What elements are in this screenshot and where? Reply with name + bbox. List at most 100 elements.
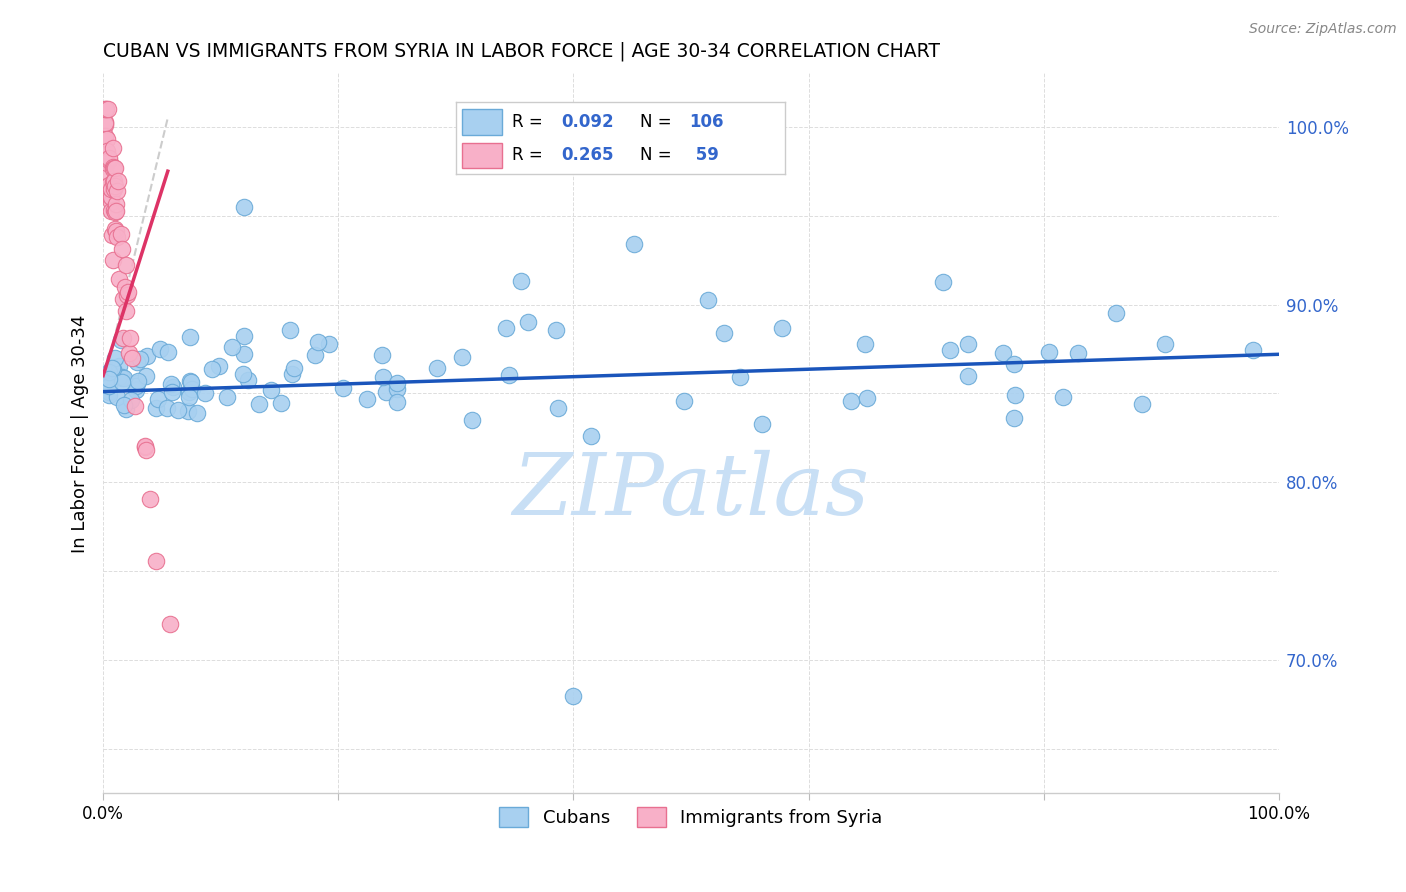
- Point: [149, 342, 172, 356]
- Point: [581, 429, 603, 443]
- Point: [100, 228, 122, 243]
- Point: [111, 371, 134, 385]
- Point: [94, 164, 117, 178]
- Point: [94, 102, 117, 116]
- Point: [200, 361, 222, 376]
- Point: [232, 368, 254, 382]
- Legend: Cubans, Immigrants from Syria: Cubans, Immigrants from Syria: [492, 799, 890, 835]
- Point: [177, 390, 200, 404]
- Point: [98, 385, 121, 400]
- Point: [98, 379, 121, 393]
- Point: [101, 162, 124, 177]
- Point: [770, 321, 793, 335]
- Point: [103, 174, 125, 188]
- Point: [145, 401, 167, 415]
- Point: [103, 178, 125, 193]
- Point: [108, 370, 131, 384]
- Point: [546, 323, 568, 337]
- Point: [932, 275, 955, 289]
- Point: [115, 288, 138, 302]
- Point: [100, 182, 122, 196]
- Point: [96, 132, 118, 146]
- Point: [1241, 343, 1264, 357]
- Point: [121, 351, 143, 366]
- Point: [98, 372, 121, 386]
- Point: [281, 367, 304, 381]
- Point: [103, 202, 125, 217]
- Point: [105, 223, 128, 237]
- Point: [94, 118, 117, 132]
- Point: [283, 361, 305, 376]
- Point: [105, 184, 128, 198]
- Point: [208, 359, 231, 373]
- Point: [134, 440, 156, 454]
- Point: [101, 361, 124, 376]
- Point: [105, 390, 128, 404]
- Point: [177, 384, 200, 399]
- Y-axis label: In Labor Force | Age 30-34: In Labor Force | Age 30-34: [72, 314, 89, 552]
- Point: [145, 554, 167, 568]
- Point: [156, 401, 179, 415]
- Point: [247, 396, 270, 410]
- Point: [307, 334, 329, 349]
- Point: [181, 382, 204, 396]
- Point: [134, 442, 156, 457]
- Point: [179, 374, 201, 388]
- Point: [101, 141, 124, 155]
- Point: [103, 182, 125, 196]
- Point: [103, 175, 125, 189]
- Point: [108, 272, 131, 286]
- Point: [1105, 306, 1128, 320]
- Point: [96, 145, 118, 159]
- Point: [100, 203, 122, 218]
- Point: [510, 274, 533, 288]
- Point: [696, 293, 718, 308]
- Point: [939, 343, 962, 357]
- Point: [127, 376, 149, 390]
- Point: [672, 394, 695, 409]
- Point: [120, 393, 142, 408]
- Point: [98, 151, 121, 165]
- Point: [101, 362, 124, 376]
- Point: [1067, 346, 1090, 360]
- Point: [385, 382, 408, 396]
- Point: [124, 378, 146, 392]
- Point: [991, 345, 1014, 359]
- Point: [221, 340, 243, 354]
- Point: [117, 285, 139, 300]
- Point: [385, 394, 408, 409]
- Point: [304, 348, 326, 362]
- Point: [111, 370, 134, 384]
- Point: [194, 385, 217, 400]
- Point: [124, 400, 146, 414]
- Point: [162, 380, 184, 394]
- Point: [97, 178, 120, 192]
- Point: [97, 153, 120, 167]
- Point: [957, 368, 980, 383]
- Point: [97, 102, 120, 116]
- Point: [157, 345, 180, 359]
- Point: [94, 115, 117, 129]
- Point: [146, 392, 169, 406]
- Text: CUBAN VS IMMIGRANTS FROM SYRIA IN LABOR FORCE | AGE 30-34 CORRELATION CHART: CUBAN VS IMMIGRANTS FROM SYRIA IN LABOR …: [103, 42, 941, 62]
- Point: [104, 222, 127, 236]
- Point: [461, 413, 484, 427]
- Point: [260, 383, 283, 397]
- Point: [101, 252, 124, 267]
- Point: [1052, 390, 1074, 404]
- Point: [516, 315, 538, 329]
- Point: [1038, 344, 1060, 359]
- Point: [233, 347, 256, 361]
- Point: [1154, 337, 1177, 351]
- Point: [110, 227, 132, 241]
- Point: [94, 116, 117, 130]
- Point: [236, 373, 259, 387]
- Point: [127, 355, 149, 369]
- Point: [160, 384, 183, 399]
- Point: [623, 237, 645, 252]
- Point: [855, 392, 877, 406]
- Point: [370, 348, 392, 362]
- Point: [110, 333, 132, 347]
- Point: [356, 392, 378, 406]
- Point: [332, 381, 354, 395]
